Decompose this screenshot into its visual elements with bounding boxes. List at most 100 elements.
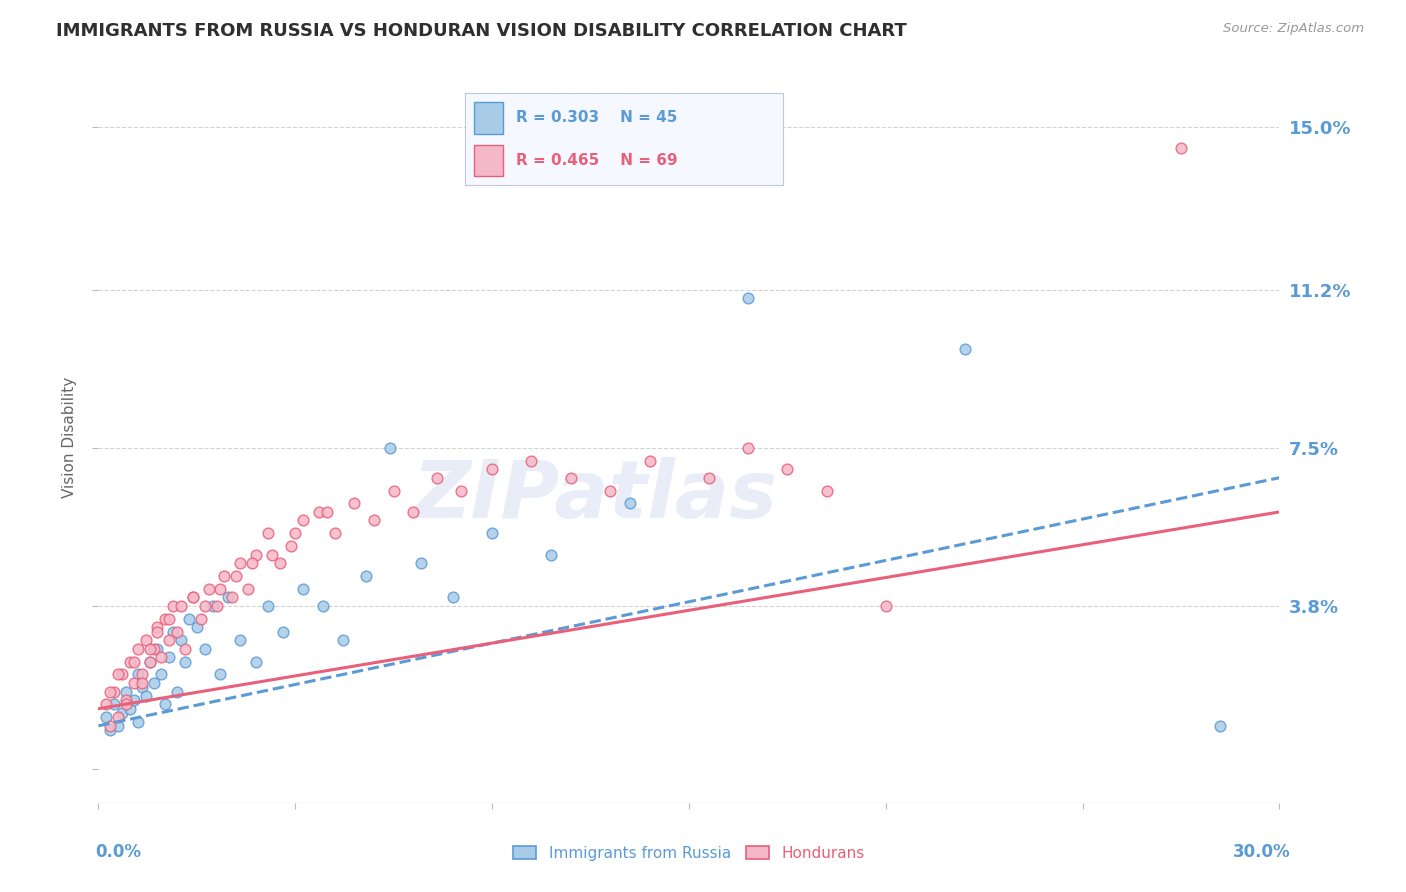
Point	[174, 655, 197, 669]
Point	[245, 655, 267, 669]
Y-axis label: Vision Disability: Vision Disability	[62, 376, 77, 498]
Point	[776, 462, 799, 476]
Text: 30.0%: 30.0%	[1233, 843, 1291, 861]
Point	[157, 650, 180, 665]
Point	[953, 343, 976, 357]
Point	[256, 599, 278, 613]
Point	[378, 441, 401, 455]
Point	[135, 689, 157, 703]
Point	[619, 496, 641, 510]
Point	[481, 462, 503, 476]
Point	[214, 569, 236, 583]
Point	[343, 496, 366, 510]
Point	[98, 684, 121, 698]
Point	[240, 556, 263, 570]
Point	[245, 548, 267, 562]
Point	[194, 641, 217, 656]
Point	[142, 641, 165, 656]
Point	[186, 620, 208, 634]
Point	[363, 514, 385, 528]
Point	[122, 655, 145, 669]
Point	[155, 698, 177, 712]
Point	[111, 667, 134, 681]
Point	[273, 624, 295, 639]
Point	[170, 599, 193, 613]
Point	[96, 710, 118, 724]
Point	[131, 667, 153, 681]
Point	[107, 719, 129, 733]
Point	[138, 655, 160, 669]
Point	[354, 569, 377, 583]
Legend: Immigrants from Russia, Hondurans: Immigrants from Russia, Hondurans	[506, 838, 872, 868]
Point	[166, 684, 188, 698]
Point	[217, 591, 239, 605]
Point	[256, 526, 278, 541]
Point	[450, 483, 472, 498]
Point	[146, 641, 169, 656]
Point	[540, 548, 562, 562]
Point	[236, 582, 259, 596]
Point	[332, 633, 354, 648]
Point	[138, 655, 160, 669]
Point	[181, 591, 204, 605]
Point	[115, 684, 138, 698]
Point	[599, 483, 621, 498]
Point	[142, 676, 165, 690]
Point	[157, 612, 180, 626]
Point	[98, 719, 121, 733]
Point	[150, 667, 173, 681]
Point	[284, 526, 307, 541]
Point	[131, 681, 153, 695]
Point	[118, 655, 141, 669]
Point	[115, 698, 138, 712]
Point	[292, 514, 315, 528]
Point	[209, 667, 232, 681]
Point	[103, 698, 125, 712]
Point	[127, 714, 149, 729]
Point	[150, 650, 173, 665]
Point	[166, 624, 188, 639]
Point	[229, 556, 252, 570]
Point	[162, 624, 184, 639]
Point	[181, 591, 204, 605]
Point	[815, 483, 838, 498]
Point	[131, 676, 153, 690]
Point	[103, 684, 125, 698]
Point	[426, 471, 449, 485]
Point	[174, 641, 197, 656]
Point	[170, 633, 193, 648]
Point	[402, 505, 425, 519]
Point	[737, 291, 759, 305]
Point	[118, 702, 141, 716]
Point	[135, 633, 157, 648]
Point	[560, 471, 582, 485]
Point	[127, 667, 149, 681]
Point	[481, 526, 503, 541]
Point	[96, 698, 118, 712]
Point	[441, 591, 464, 605]
Point	[323, 526, 346, 541]
Point	[638, 453, 661, 467]
Point	[155, 612, 177, 626]
Point	[737, 441, 759, 455]
Point	[209, 582, 232, 596]
Point	[177, 612, 200, 626]
Point	[111, 706, 134, 720]
Point	[520, 453, 543, 467]
Point	[98, 723, 121, 737]
Point	[205, 599, 228, 613]
Point	[269, 556, 291, 570]
Point	[146, 624, 169, 639]
Point	[312, 599, 335, 613]
Point	[308, 505, 330, 519]
Text: Source: ZipAtlas.com: Source: ZipAtlas.com	[1223, 22, 1364, 36]
Point	[1209, 719, 1232, 733]
Point	[875, 599, 897, 613]
Point	[146, 620, 169, 634]
Point	[280, 539, 302, 553]
Point	[197, 582, 219, 596]
Point	[190, 612, 212, 626]
Point	[260, 548, 283, 562]
Point	[1170, 141, 1192, 155]
Point	[229, 633, 252, 648]
